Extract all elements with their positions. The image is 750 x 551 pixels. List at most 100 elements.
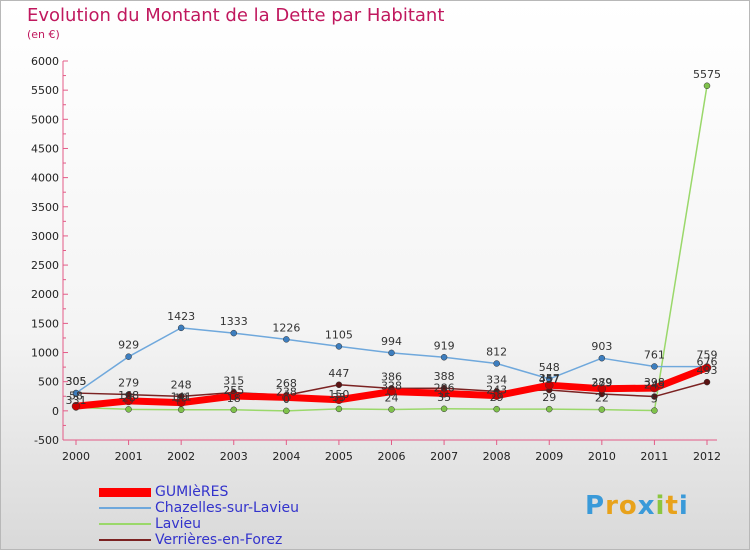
data-label: 676 [697, 356, 718, 369]
logo-letter: r [605, 491, 619, 521]
data-label: 0 [283, 393, 290, 406]
data-point [598, 354, 606, 362]
x-tick-label: 2009 [535, 450, 563, 463]
data-point [125, 353, 132, 360]
data-point [703, 378, 711, 386]
data-label: 919 [434, 339, 455, 352]
data-point [597, 384, 607, 393]
data-point [124, 396, 133, 406]
data-point [72, 389, 80, 397]
logo-letter: o [618, 491, 638, 521]
y-tick-label: 1500 [31, 317, 59, 330]
logo-letter: i [678, 491, 689, 521]
y-tick-label: 2500 [31, 259, 59, 272]
data-point [283, 336, 290, 343]
data-point [388, 406, 395, 413]
data-label: 150 [328, 388, 349, 401]
data-label: 141 [171, 391, 192, 404]
chart-legend: GUMIèRES Chazelles-sur-Lavieu Lavieu Verriè… [99, 484, 299, 548]
legend-swatch [99, 539, 151, 541]
data-label: 58 [69, 389, 83, 402]
data-point [335, 343, 343, 350]
data-label: 315 [223, 374, 244, 387]
x-tick-label: 2004 [272, 450, 300, 463]
data-label: 357 [539, 372, 560, 385]
legend-swatch [99, 523, 151, 525]
data-label: 457 [539, 373, 560, 386]
data-label: 759 [697, 349, 718, 362]
logo-letter: t [665, 491, 679, 521]
data-label: 286 [434, 381, 455, 394]
legend-swatch [99, 487, 151, 497]
data-label: 388 [434, 370, 455, 383]
legend-item: Chazelles-sur-Lavieu [99, 500, 299, 516]
data-point [176, 398, 186, 407]
data-point [125, 406, 132, 413]
x-tick-label: 2011 [640, 450, 668, 463]
data-point [334, 395, 344, 405]
y-tick-label: 1000 [31, 347, 59, 360]
data-point [702, 363, 712, 372]
data-label: 328 [381, 380, 402, 393]
data-label: 33 [332, 391, 346, 404]
data-point [440, 405, 448, 413]
data-label: 305 [66, 375, 87, 388]
x-tick-label: 2001 [115, 450, 143, 463]
y-tick-label: 3500 [31, 201, 59, 214]
data-point [493, 360, 500, 367]
data-label: 168 [118, 389, 139, 402]
data-label: 24 [385, 391, 399, 404]
logo-letter: x [637, 491, 656, 521]
data-label: 548 [539, 361, 560, 374]
data-label: 812 [486, 346, 507, 359]
data-label: 493 [697, 364, 718, 377]
data-label: 1333 [220, 315, 248, 328]
logo-letter: i [655, 491, 666, 521]
legend-label: GUMIèRES [155, 484, 229, 500]
y-tick-label: 5500 [31, 84, 59, 97]
data-label: 929 [118, 339, 139, 352]
x-tick-label: 2007 [430, 450, 458, 463]
data-label: 35 [437, 391, 451, 404]
y-tick-label: 2000 [31, 288, 59, 301]
logo-letter: P [585, 491, 606, 521]
data-point [71, 401, 81, 411]
y-tick-label: 5000 [31, 113, 59, 126]
data-label: 29 [490, 391, 504, 404]
x-tick-label: 2006 [378, 450, 406, 463]
data-label: 245 [644, 379, 665, 392]
data-label: 447 [328, 367, 349, 380]
data-point [229, 391, 238, 401]
data-point [545, 380, 554, 390]
data-label: 386 [381, 370, 402, 383]
data-point [492, 391, 501, 400]
data-point [440, 354, 448, 361]
y-tick-label: 4500 [31, 142, 59, 155]
data-label: 18 [227, 392, 241, 405]
y-tick-label: 6000 [31, 55, 59, 68]
data-point [230, 329, 237, 337]
x-tick-label: 2003 [220, 450, 248, 463]
x-tick-label: 2012 [693, 450, 721, 463]
data-label: 248 [171, 378, 192, 391]
data-label: 761 [644, 348, 665, 361]
data-point [703, 82, 711, 90]
data-point [177, 406, 185, 413]
data-point [651, 393, 658, 400]
data-point [493, 405, 500, 413]
legend-label: Verrières-en-Forez [155, 532, 283, 548]
data-point [230, 406, 237, 414]
data-point [387, 387, 396, 396]
data-point [283, 407, 290, 415]
x-tick-label: 2010 [588, 450, 616, 463]
legend-item: GUMIèRES [99, 484, 299, 500]
x-tick-label: 2005 [325, 450, 353, 463]
data-label: 398 [644, 376, 665, 389]
data-label: 5575 [693, 68, 721, 81]
data-label: 268 [276, 377, 297, 390]
y-tick-label: -500 [34, 434, 59, 447]
y-tick-label: 4000 [31, 172, 59, 185]
data-point [388, 349, 395, 357]
